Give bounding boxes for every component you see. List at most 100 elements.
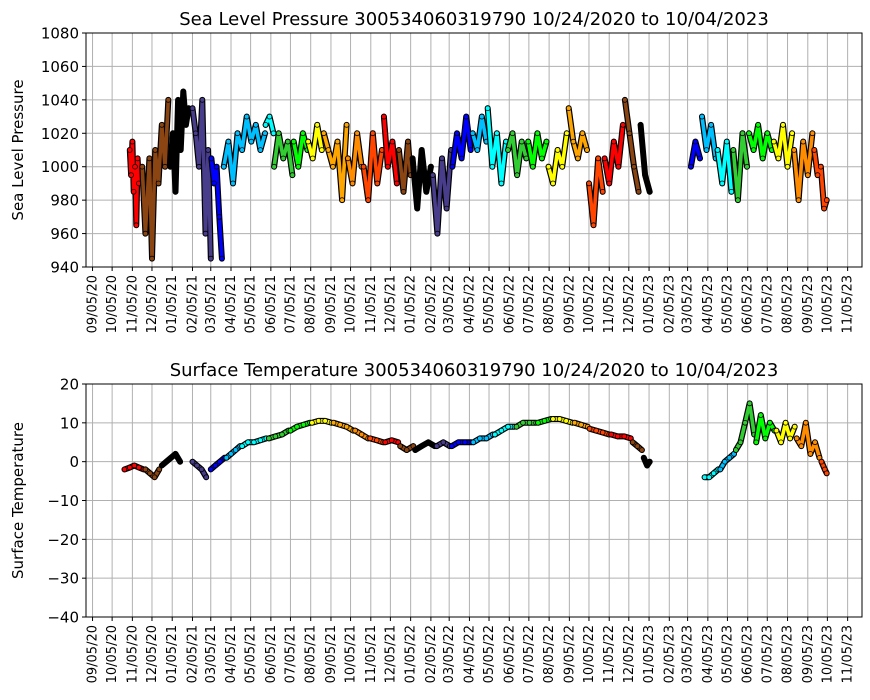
- temperature-data-point: [608, 431, 614, 438]
- pressure-data-point: [221, 163, 227, 170]
- temperature-data-point: [156, 466, 163, 473]
- temperature-data-point: [131, 462, 138, 469]
- temperature-data-point: [818, 458, 825, 465]
- pressure-x-tick-label: 03/05/21: [204, 275, 219, 333]
- temperature-data-point: [177, 458, 183, 465]
- temperature-series-line: [224, 444, 242, 460]
- pressure-series-line: [623, 98, 641, 194]
- pressure-data-point: [230, 180, 236, 187]
- pressure-series-line: [397, 139, 413, 194]
- temperature-series: [330, 419, 357, 434]
- pressure-x-tick-label: 08/05/21: [304, 275, 319, 333]
- pressure-series: [637, 121, 653, 195]
- pressure-series-line: [715, 139, 734, 194]
- pressure-x-tick-label: 10/05/22: [582, 275, 597, 333]
- pressure-x-tick-label: 11/05/20: [125, 275, 140, 333]
- temperature-data-point: [802, 419, 809, 426]
- temperature-x-tick-label: 08/05/23: [781, 625, 796, 683]
- temperature-data-point: [403, 447, 410, 453]
- pressure-data-point: [290, 138, 297, 145]
- temperature-data-point: [352, 427, 358, 434]
- pressure-data-point: [280, 155, 287, 162]
- temperature-data-point: [315, 418, 322, 424]
- temperature-series: [640, 454, 653, 469]
- temperature-series: [223, 443, 244, 461]
- temperature-data-point: [541, 418, 548, 424]
- pressure-data-point: [692, 138, 699, 145]
- pressure-data-point: [127, 147, 133, 153]
- temperature-data-point: [159, 462, 165, 469]
- temperature-data-point: [483, 435, 490, 442]
- pressure-series-line: [587, 156, 605, 227]
- temperature-series-line: [190, 459, 208, 479]
- pressure-series: [305, 121, 325, 162]
- pressure-data-point: [213, 163, 220, 170]
- temperature-x-tick-label: 04/05/22: [462, 625, 477, 683]
- temperature-data-point: [121, 466, 128, 473]
- temperature-data-point: [232, 447, 239, 453]
- temperature-data-point: [266, 435, 272, 442]
- pressure-data-point: [202, 230, 209, 237]
- pressure-data-point: [211, 180, 217, 187]
- temperature-data-point: [198, 466, 205, 473]
- temperature-data-point: [257, 437, 264, 444]
- pressure-series: [208, 155, 225, 262]
- pressure-data-point: [817, 163, 824, 170]
- pressure-data-point: [739, 130, 746, 137]
- pressure-data-point: [463, 113, 470, 120]
- pressure-data-point: [735, 197, 741, 203]
- pressure-data-point: [414, 205, 421, 212]
- temperature-data-point: [762, 435, 769, 442]
- pressure-data-point: [809, 130, 816, 137]
- temperature-data-point: [556, 416, 563, 422]
- temperature-data-point: [737, 439, 744, 446]
- pressure-data-point: [454, 130, 460, 137]
- temperature-data-point: [746, 400, 753, 407]
- temperature-x-tick-label: 08/05/21: [304, 625, 319, 683]
- pressure-data-point: [208, 255, 214, 262]
- temperature-series: [717, 450, 737, 473]
- pressure-data-point: [374, 180, 381, 187]
- temperature-series: [586, 425, 613, 438]
- temperature-data-point: [194, 462, 200, 469]
- temperature-x-tick-label: 01/05/22: [404, 625, 419, 683]
- pressure-series-line: [322, 123, 349, 202]
- pressure-data-point: [775, 155, 782, 162]
- pressure-x-tick-label: 12/05/21: [383, 275, 398, 333]
- pressure-data-point: [289, 172, 296, 178]
- pressure-x-tick-label: 09/05/20: [86, 275, 101, 333]
- temperature-data-point: [136, 464, 142, 471]
- temperature-x-tick-label: 04/05/23: [701, 625, 716, 683]
- pressure-data-point: [606, 180, 612, 187]
- pressure-series: [167, 88, 192, 195]
- temperature-series: [491, 423, 518, 438]
- pressure-series: [344, 130, 365, 187]
- pressure-panel: 940 960 980 1000 1020 1040 1060 1080 09/05/20 10…: [9, 9, 863, 333]
- temperature-data-point: [520, 419, 526, 426]
- pressure-data-point: [172, 189, 179, 195]
- pressure-data-point: [518, 138, 525, 145]
- pressure-x-tick-label: 02/05/22: [424, 275, 439, 333]
- pressure-series-line: [346, 131, 364, 186]
- pressure-data-point: [626, 130, 633, 137]
- pressure-data-point: [478, 113, 485, 120]
- temperature-data-point: [470, 439, 477, 446]
- temperature-data-point: [599, 429, 606, 436]
- pressure-data-point: [505, 147, 511, 153]
- temperature-y-tick-label: −30: [47, 570, 79, 588]
- temperature-data-point: [742, 419, 748, 426]
- temperature-x-tick-label: 09/05/22: [562, 625, 577, 683]
- temperature-data-point: [757, 412, 764, 418]
- temperature-data-point: [217, 458, 223, 465]
- pressure-data-point: [428, 163, 434, 170]
- pressure-series: [360, 130, 385, 204]
- pressure-data-point: [196, 163, 202, 170]
- pressure-series: [746, 121, 775, 162]
- pressure-data-point: [216, 214, 223, 220]
- temperature-data-point: [640, 454, 647, 461]
- pressure-data-point: [474, 147, 481, 153]
- temperature-x-ticks: 09/05/20 10/05/20 11/05/20 12/05/20 01/05/21…: [86, 617, 856, 683]
- pressure-x-tick-label: 01/05/21: [165, 275, 180, 333]
- pressure-data-point: [458, 155, 465, 162]
